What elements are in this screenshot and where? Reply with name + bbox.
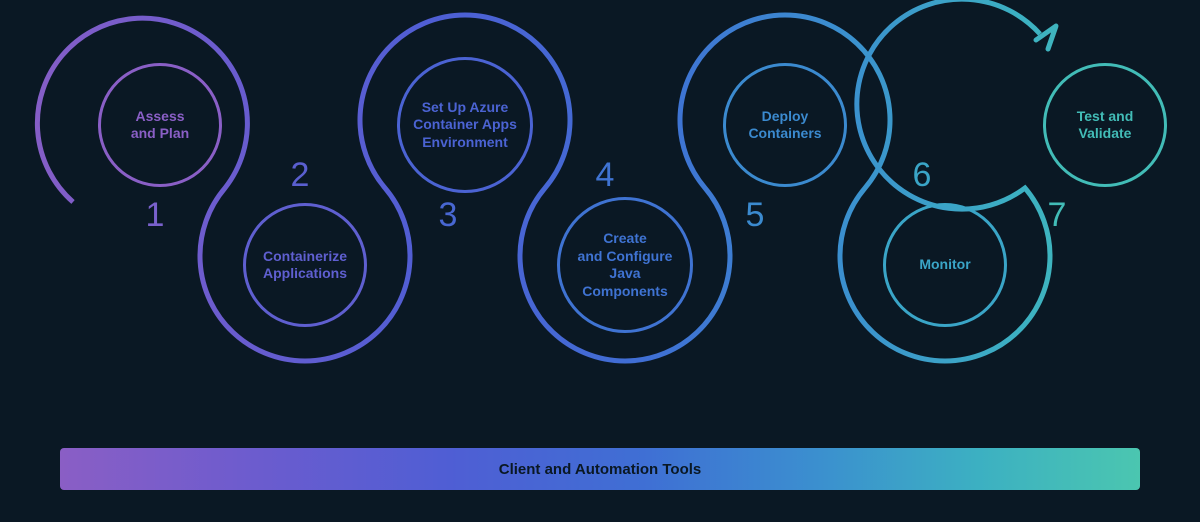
- step-number-3: 3: [428, 198, 468, 232]
- step-number-5: 5: [735, 198, 775, 232]
- step-node-step4: Createand ConfigureJavaComponents: [557, 197, 693, 333]
- step-node-step5: DeployContainers: [723, 63, 847, 187]
- step-node-step1: Assessand Plan: [98, 63, 222, 187]
- flow-arrowhead: [1036, 26, 1056, 49]
- step-label: ContainerizeApplications: [263, 248, 347, 283]
- step-number-2: 2: [280, 158, 320, 192]
- flow-path: [37, 0, 1050, 361]
- diagram-stage: Client and Automation Tools Assessand Pl…: [0, 0, 1200, 522]
- step-number-1: 1: [135, 198, 175, 232]
- step-node-step7: Test andValidate: [1043, 63, 1167, 187]
- step-label: Monitor: [919, 256, 970, 274]
- step-label: Createand ConfigureJavaComponents: [578, 230, 673, 300]
- step-number-4: 4: [585, 158, 625, 192]
- step-number-7: 7: [1037, 198, 1077, 232]
- step-node-step2: ContainerizeApplications: [243, 203, 367, 327]
- step-node-step3: Set Up AzureContainer AppsEnvironment: [397, 57, 533, 193]
- step-label: Assessand Plan: [131, 108, 189, 143]
- step-node-step6: Monitor: [883, 203, 1007, 327]
- step-number-6: 6: [902, 158, 942, 192]
- step-label: Set Up AzureContainer AppsEnvironment: [413, 99, 517, 152]
- step-label: Test andValidate: [1077, 108, 1134, 143]
- footer-label: Client and Automation Tools: [499, 461, 702, 478]
- step-label: DeployContainers: [748, 108, 821, 143]
- footer-bar: Client and Automation Tools: [60, 448, 1140, 490]
